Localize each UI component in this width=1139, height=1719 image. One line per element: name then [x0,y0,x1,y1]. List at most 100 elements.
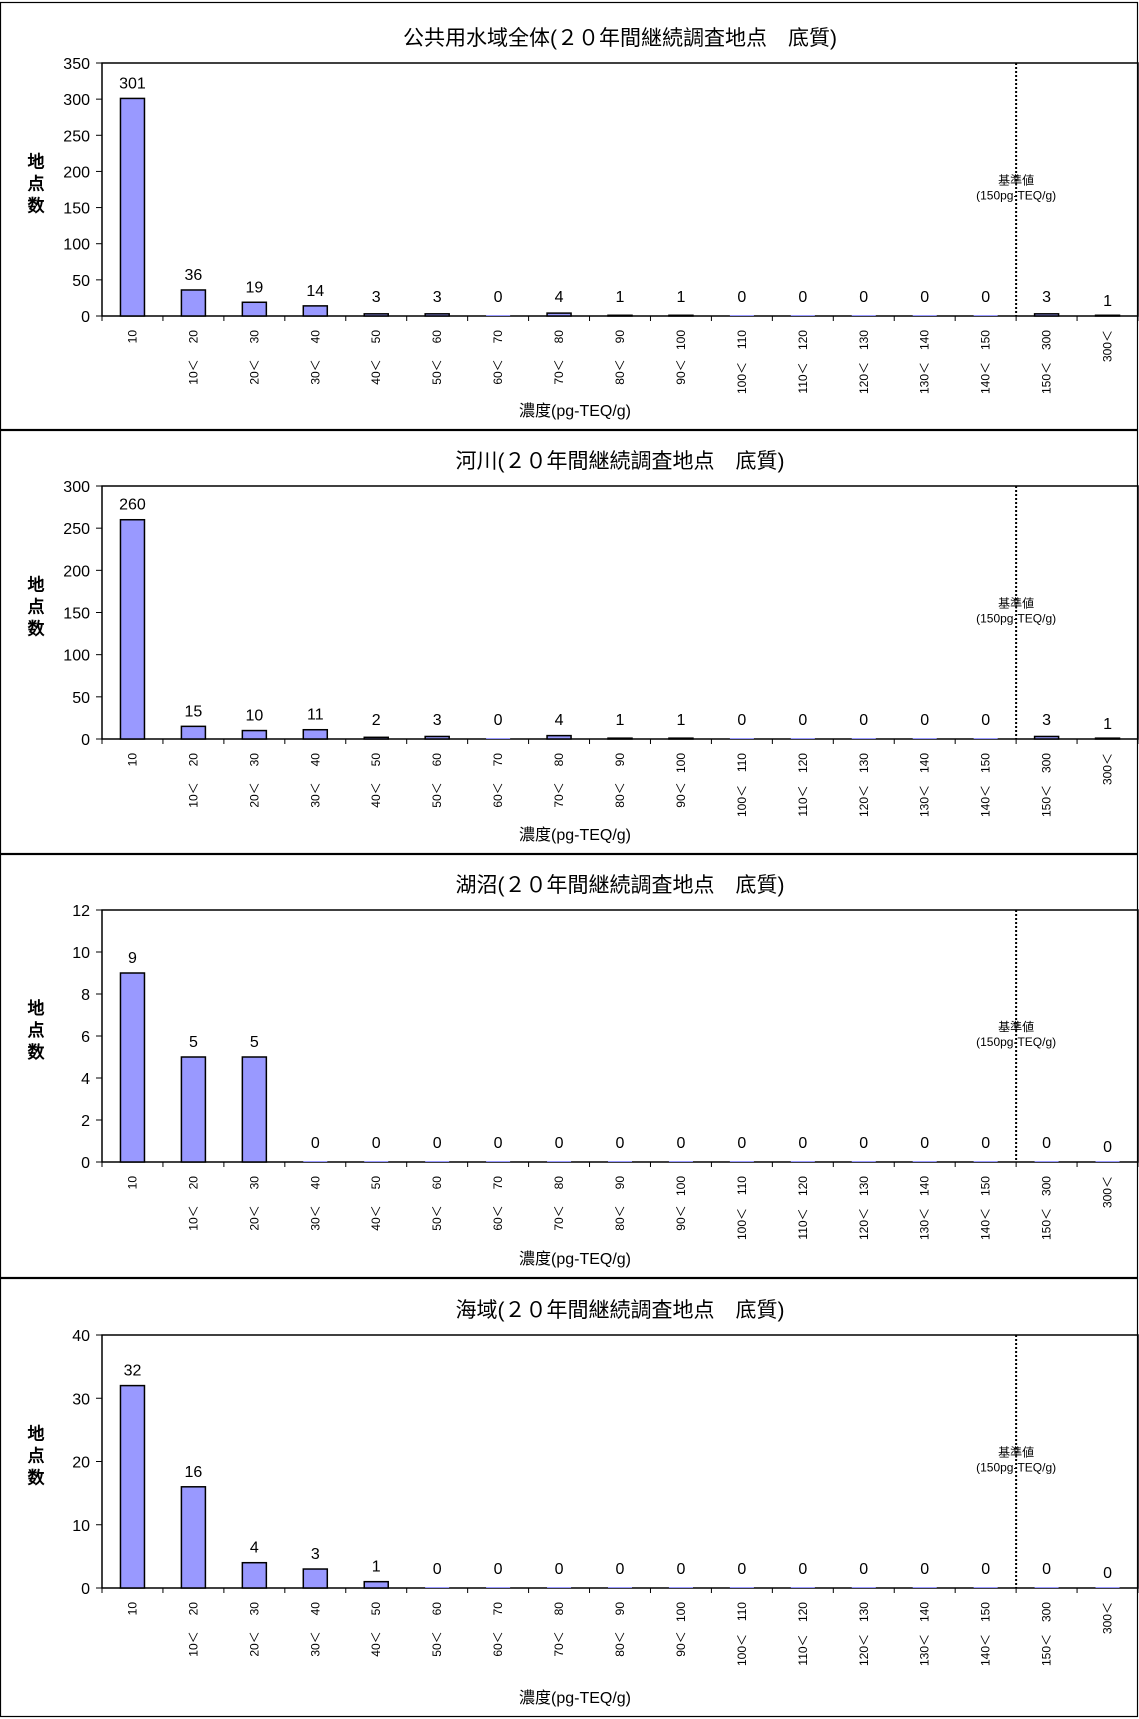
bar-value-label: 0 [555,1135,564,1152]
bar-value-label: 1 [676,289,685,306]
x-tick-label-lower: 120＜ [857,1634,871,1666]
bar [729,738,754,739]
chart-title: 湖沼(２０年間継続調査地点 底質) [456,874,785,897]
x-tick-label-lower: 120＜ [857,1208,871,1240]
x-tick-label-lower: 130＜ [918,1634,932,1666]
x-tick-label-lower: 40＜ [369,359,383,384]
x-tick-label-lower: 30＜ [308,782,322,807]
x-tick-label-upper: 30 [247,1176,261,1190]
bar [851,1587,876,1588]
bar-value-label: 0 [798,289,807,306]
x-tick-label-lower: 100＜ [735,1634,749,1666]
x-tick-label-upper: 300 [1040,753,1054,773]
x-tick-label-lower: 80＜ [613,1631,627,1656]
x-tick-label-upper: 300＜ [1101,1602,1115,1634]
bar-value-label: 1 [1103,716,1112,733]
x-tick-label-upper: 70 [491,1176,505,1190]
y-axis-label-char: 地 [28,998,45,1018]
reference-label-value: (150pg-TEQ/g) [976,1460,1056,1474]
bar-value-label: 0 [616,1561,625,1578]
bar-value-label: 4 [555,289,564,306]
y-axis-label-char: 地 [28,152,45,172]
bar-value-label: 4 [250,1540,259,1557]
chart-panel-3: 湖沼(２０年間継続調査地点 底質) 0 2 4 6 8 10 12 地点数 9 10 5 20 10＜ 5 3… [0,853,1139,1279]
x-tick-label-upper: 60 [430,1176,444,1190]
bar-value-label: 36 [185,267,203,284]
x-tick-label-upper: 50 [369,1602,383,1616]
x-tick-label-upper: 90 [613,1602,627,1616]
x-tick-label-upper: 120 [796,1176,810,1196]
y-tick-label: 6 [81,1029,90,1046]
x-tick-label-lower: 40＜ [369,1631,383,1656]
bar [1034,1587,1059,1588]
y-tick-label: 20 [72,1455,90,1472]
x-tick-label-lower: 30＜ [308,1205,322,1230]
bar-value-label: 3 [433,289,442,306]
x-tick-label-upper: 40 [308,1176,322,1190]
bar-value-label: 301 [119,75,146,92]
bar-value-label: 15 [185,703,203,720]
x-tick-label-lower: 50＜ [430,782,444,807]
x-tick-label-upper: 20 [186,330,200,344]
x-tick-label-upper: 120 [796,330,810,350]
x-tick-label-upper: 20 [186,1602,200,1616]
y-tick-label: 100 [63,648,90,665]
y-axis-label-char: 点 [28,1020,45,1040]
panel-border [0,1277,1139,1718]
y-tick-label: 0 [81,732,90,749]
bar [180,289,207,317]
x-tick-label-upper: 60 [430,753,444,767]
x-tick-label-lower: 150＜ [1040,785,1054,817]
bar [424,313,450,317]
x-tick-label-lower: 140＜ [979,1208,993,1240]
bar [729,1587,754,1588]
x-tick-label-upper: 300 [1040,1176,1054,1196]
bar-value-label: 5 [189,1034,198,1051]
bar [363,736,389,740]
chart-title: 海域(２０年間継続調査地点 底質) [456,1299,785,1322]
x-tick-label-upper: 120 [796,753,810,773]
x-tick-label-upper: 40 [308,1602,322,1616]
x-tick-label-upper: 150 [979,330,993,350]
bar-value-label: 14 [306,283,324,300]
bar [729,315,754,316]
x-tick-label-upper: 70 [491,330,505,344]
bar-value-label: 10 [245,708,263,725]
bar [668,1161,693,1162]
x-tick-label-lower: 100＜ [735,785,749,817]
bar [486,1161,511,1162]
bar [302,1568,329,1589]
bar [1034,1161,1059,1162]
x-tick-label-lower: 10＜ [186,782,200,807]
x-tick-label-lower: 60＜ [491,1205,505,1230]
x-tick-label-lower: 20＜ [247,1205,261,1230]
x-tick-label-lower: 140＜ [979,1634,993,1666]
panel-border [0,853,1139,1279]
x-tick-label-upper: 80 [552,330,566,344]
x-tick-label-upper: 110 [735,1602,749,1621]
bar-value-label: 0 [859,289,868,306]
bar [1094,314,1121,317]
bar-value-label: 1 [616,289,625,306]
bar [790,1161,815,1162]
bar-value-label: 0 [433,1135,442,1152]
x-tick-label-upper: 140 [918,1602,932,1622]
bar [608,1161,632,1162]
bar [729,1161,754,1162]
x-tick-label-lower: 20＜ [247,782,261,807]
bar [973,738,998,739]
bar [790,1587,815,1588]
x-tick-label-lower: 90＜ [674,359,688,384]
y-axis-label-char: 点 [28,1446,45,1466]
y-tick-label: 10 [72,945,90,962]
bar [302,305,329,317]
bar [241,1056,268,1163]
x-tick-label-upper: 130 [857,330,871,350]
bar [486,738,511,739]
bar-value-label: 0 [1103,1139,1112,1156]
x-tick-label-upper: 20 [186,1176,200,1190]
y-tick-label: 50 [72,273,90,290]
bar-value-label: 0 [798,1561,807,1578]
x-tick-label-lower: 60＜ [491,359,505,384]
bar [363,313,389,317]
